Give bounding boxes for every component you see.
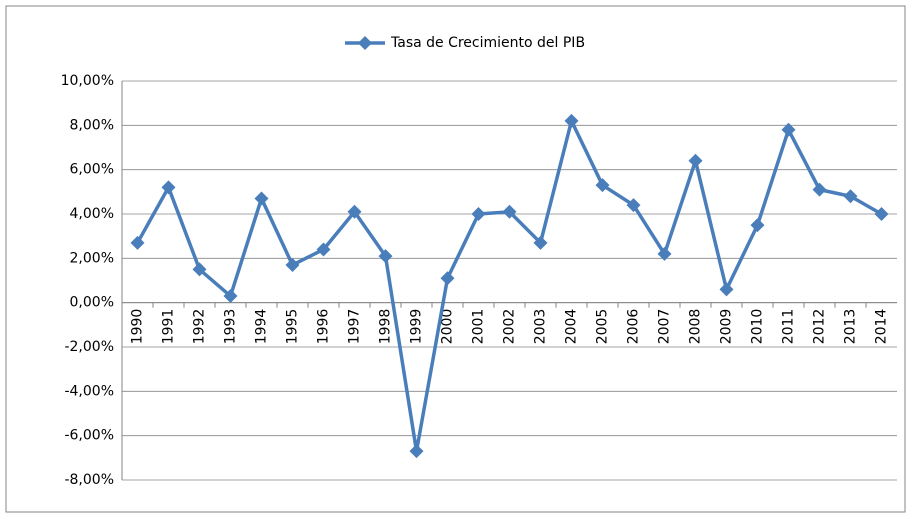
data-point <box>316 242 331 257</box>
x-tick-label: 2013 <box>843 309 859 345</box>
data-point <box>192 262 207 277</box>
x-tick-label: 2000 <box>440 309 456 345</box>
data-point <box>471 207 486 221</box>
x-tick-label: 1997 <box>347 309 363 345</box>
data-point <box>285 257 300 272</box>
y-tick-label: 6,00% <box>70 162 114 178</box>
data-point <box>595 178 610 193</box>
x-tick-label: 2011 <box>781 309 797 345</box>
data-point <box>254 191 269 206</box>
data-point <box>130 235 145 250</box>
x-tick-label: 2012 <box>812 309 828 345</box>
y-tick-label: 10,00% <box>61 73 114 89</box>
data-point <box>533 235 548 250</box>
y-tick-label: -6,00% <box>64 428 114 444</box>
x-tick-label: 2010 <box>750 309 766 345</box>
x-tick-label: 2007 <box>657 309 673 345</box>
x-tick-label: 2008 <box>688 309 704 345</box>
x-tick-label: 2006 <box>626 309 642 345</box>
y-tick-label: 2,00% <box>70 250 114 266</box>
x-tick-label: 2004 <box>564 309 580 345</box>
data-point <box>161 180 176 195</box>
legend-marker <box>358 36 372 50</box>
y-tick-label: 0,00% <box>70 295 114 311</box>
data-point <box>874 207 889 221</box>
y-tick-label: -8,00% <box>64 472 114 488</box>
data-point <box>750 218 765 233</box>
data-point <box>781 122 796 137</box>
data-point <box>812 182 827 197</box>
y-tick-label: -4,00% <box>64 383 114 399</box>
x-tick-label: 2009 <box>719 309 735 345</box>
y-tick-label: 8,00% <box>70 117 114 133</box>
x-tick-label: 2002 <box>502 309 518 345</box>
data-point <box>440 271 455 286</box>
x-tick-label: 2005 <box>595 309 611 345</box>
data-point <box>626 198 641 213</box>
x-tick-label: 1991 <box>161 309 177 345</box>
data-point <box>688 153 703 168</box>
data-point <box>502 204 517 219</box>
data-point <box>378 249 393 264</box>
x-tick-label: 1995 <box>285 309 301 345</box>
data-point <box>564 113 579 128</box>
x-tick-label: 2014 <box>874 309 890 345</box>
data-point <box>409 444 424 459</box>
data-point <box>843 189 858 204</box>
y-tick-label: 4,00% <box>70 206 114 222</box>
x-tick-label: 1998 <box>378 309 394 345</box>
x-tick-label: 1999 <box>409 309 425 345</box>
legend-label: Tasa de Crecimiento del PIB <box>390 35 585 51</box>
x-tick-label: 1993 <box>223 309 239 345</box>
data-point <box>657 246 672 261</box>
x-tick-label: 2001 <box>471 309 487 345</box>
x-tick-label: 1994 <box>254 309 270 345</box>
data-point <box>223 289 238 304</box>
x-tick-label: 1996 <box>316 309 332 345</box>
data-point <box>347 204 362 219</box>
x-tick-label: 1992 <box>192 309 208 345</box>
y-tick-label: -2,00% <box>64 339 114 355</box>
x-tick-label: 1990 <box>130 309 146 345</box>
x-tick-label: 2003 <box>533 309 549 345</box>
data-point <box>719 282 734 297</box>
